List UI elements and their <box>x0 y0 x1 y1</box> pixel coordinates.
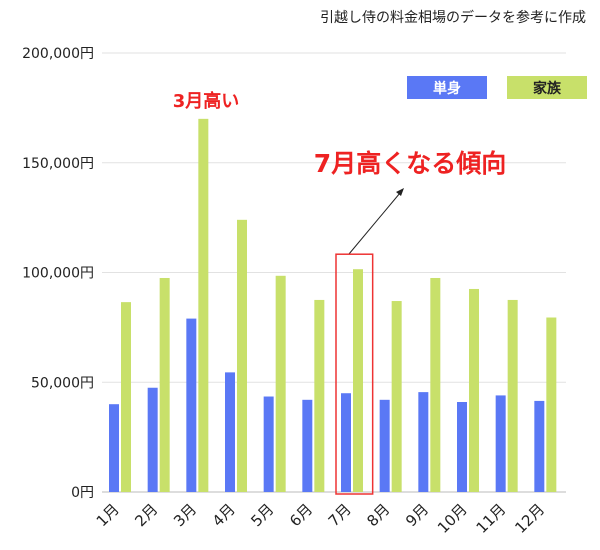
bar-family <box>159 277 170 492</box>
bar-single <box>341 393 351 492</box>
highlight-box-july <box>335 253 374 495</box>
bar-family <box>353 269 363 492</box>
bar-family <box>198 118 209 492</box>
bars <box>109 118 557 492</box>
bar-single <box>147 387 158 492</box>
bar-single <box>186 318 197 492</box>
bar-single <box>109 404 119 492</box>
x-tick-label: 3月 <box>170 500 200 530</box>
y-tick-label: 0円 <box>71 485 94 501</box>
bar-single <box>379 399 390 492</box>
bar-family <box>237 219 247 492</box>
x-tick-label: 2月 <box>131 500 161 530</box>
x-tick-label: 9月 <box>402 500 432 530</box>
annotation-march-high: 3月高い <box>173 90 240 112</box>
y-axis-tick-labels: 0円 50,000円 100,000円 150,000円 200,000円 <box>22 46 94 501</box>
x-tick-label: 10月 <box>434 500 471 537</box>
legend-label-single: 単身 <box>433 80 461 97</box>
x-tick-label: 6月 <box>286 500 316 530</box>
bar-single <box>457 402 467 492</box>
bar-single <box>418 392 429 492</box>
grid-lines <box>102 52 566 493</box>
bar-single <box>495 395 506 492</box>
bar-family <box>430 277 441 492</box>
y-tick-label: 200,000円 <box>22 46 94 62</box>
x-axis-tick-labels: 1月 2月 3月 4月 5月 6月 7月 8月 9月 10月 11月 12月 <box>93 500 548 537</box>
annotation-arrow-line <box>348 192 401 255</box>
y-tick-label: 50,000円 <box>31 375 94 391</box>
bar-family <box>507 299 518 492</box>
x-tick-label: 12月 <box>511 500 548 537</box>
x-tick-label: 1月 <box>93 500 123 530</box>
x-tick-label: 5月 <box>247 500 277 530</box>
bar-family <box>121 302 131 492</box>
x-tick-label: 4月 <box>209 500 239 530</box>
x-tick-label: 8月 <box>363 500 393 530</box>
legend-label-family: 家族 <box>533 80 562 97</box>
y-tick-label: 100,000円 <box>22 266 94 282</box>
legend: 単身 家族 <box>407 76 587 99</box>
annotation-arrow-head <box>396 188 404 196</box>
bar-family <box>275 275 286 492</box>
bar-single <box>225 372 235 492</box>
annotation-july-trend: 7月高くなる傾向 <box>314 149 506 178</box>
legend-swatch-family <box>507 76 587 99</box>
y-tick-label: 150,000円 <box>22 156 94 172</box>
bar-family <box>546 317 557 492</box>
bar-single <box>534 400 545 492</box>
x-tick-label: 7月 <box>325 500 355 530</box>
chart-caption: 引越し侍の料金相場のデータを参考に作成 <box>320 9 586 26</box>
legend-swatch-single <box>407 76 487 99</box>
annotations: 3月高い 7月高くなる傾向 <box>173 90 506 495</box>
x-tick-label: 11月 <box>473 500 510 537</box>
bar-single <box>302 399 313 492</box>
bar-family <box>469 288 479 492</box>
bar-family <box>391 301 402 492</box>
bar-family <box>314 299 325 492</box>
bar-single <box>263 396 274 492</box>
